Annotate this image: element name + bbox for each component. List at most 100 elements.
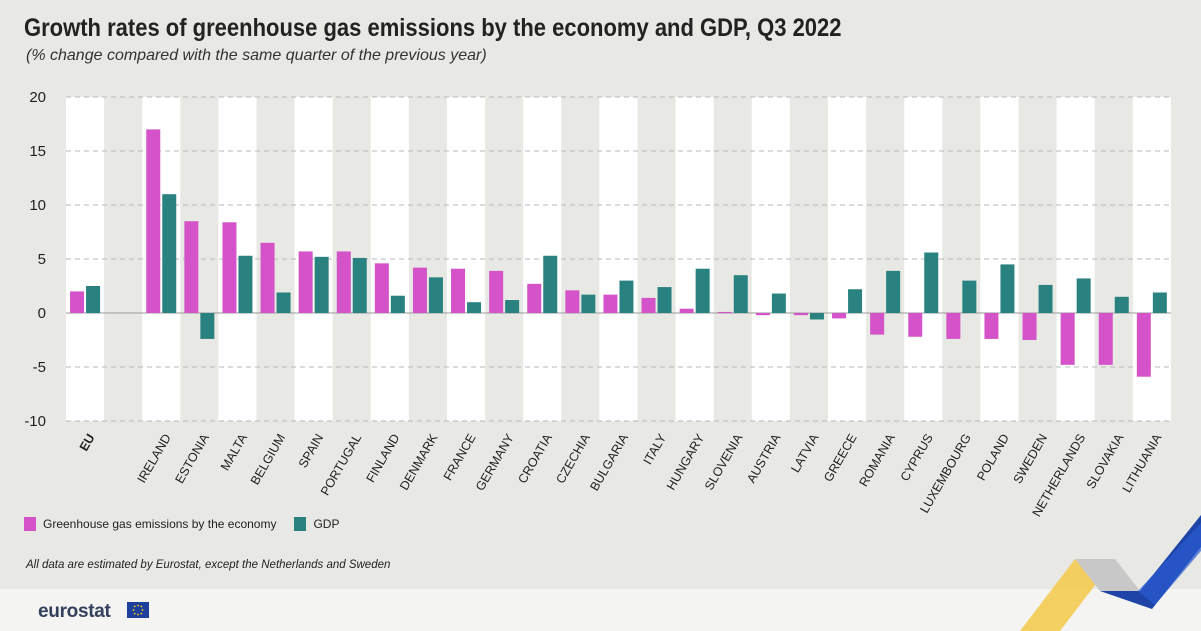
bar-emissions-hungary [679,308,694,313]
x-tick-label: BULGARIA [587,431,631,493]
bar-gdp-sweden [1038,284,1053,313]
x-tick-label: SLOVAKIA [1084,431,1127,491]
bar-gdp-croatia [543,255,558,313]
bar-gdp-austria [771,293,786,313]
bar-gdp-germany [505,300,520,313]
x-tick-label: CROATIA [515,431,555,486]
bar-emissions-latvia [793,313,808,316]
bar-emissions-czechia [565,290,580,313]
bar-gdp-slovenia [733,275,748,313]
footer [0,589,1201,631]
bar-gdp-portugal [352,257,367,313]
bar-gdp-lithuania [1152,292,1167,313]
bar-gdp-luxembourg [962,280,977,313]
bar-emissions-greece [832,313,847,319]
bar-emissions-netherlands [1060,313,1075,365]
x-tick-label: ESTONIA [172,431,212,486]
bar-emissions-romania [870,313,885,335]
x-tick-label: ROMANIA [856,431,898,489]
bar-gdp-cyprus [924,252,939,313]
bar-gdp-france [467,302,482,313]
y-tick-label: 15 [29,143,46,160]
legend-item-gdp: GDP [294,517,339,531]
bar-emissions-croatia [527,283,542,313]
x-tick-label: SLOVENIA [702,431,746,493]
bar-emissions-lithuania [1136,313,1151,377]
bar-emissions-belgium [260,242,275,313]
bar-emissions-slovakia [1098,313,1113,365]
x-tick-label: FRANCE [441,432,479,484]
bar-gdp-estonia [200,313,215,339]
bar-emissions-denmark [412,267,427,313]
y-tick-label: 10 [29,197,46,214]
eu-flag-icon [127,602,149,618]
bar-gdp-greece [848,289,863,313]
x-tick-label: HUNGARY [664,431,708,493]
bar-emissions-malta [222,222,237,313]
x-tick-label: GREECE [821,432,860,485]
bar-emissions-sweden [1022,313,1037,340]
x-tick-label: FINLAND [364,432,403,485]
x-tick-label: SPAIN [296,432,326,471]
legend-swatch-emissions [24,517,36,531]
bar-gdp-eu [86,286,101,313]
eurostat-logo: eurostat [38,601,111,622]
bar-gdp-czechia [581,294,596,313]
bar-emissions-italy [641,297,656,313]
x-tick-label: IRELAND [135,432,174,486]
x-tick-label: ITALY [641,431,670,467]
x-tick-label: CZECHIA [553,431,593,486]
y-tick-label: 0 [38,305,46,322]
x-tick-label: PORTUGAL [318,431,364,497]
y-tick-label: 5 [38,251,46,268]
x-tick-label: GERMANY [473,431,517,493]
chart-title: Growth rates of greenhouse gas emissions… [24,14,842,42]
bar-emissions-luxembourg [946,313,961,339]
bar-gdp-italy [657,287,672,313]
bar-gdp-finland [390,295,405,313]
bar-emissions-portugal [336,251,351,313]
bar-gdp-romania [886,270,901,313]
bar-gdp-denmark [428,277,443,313]
x-tick-label: MALTA [218,431,250,473]
bar-emissions-cyprus [908,313,923,337]
bar-emissions-ireland [146,129,161,313]
bar-gdp-spain [314,256,329,313]
legend-label-emissions: Greenhouse gas emissions by the economy [43,517,277,531]
decorative-chevron-icon [1020,515,1201,631]
legend-swatch-gdp [294,517,307,531]
x-tick-label: BELGIUM [248,432,288,488]
bar-emissions-germany [489,270,504,313]
bar-emissions-bulgaria [603,294,618,313]
bar-emissions-finland [374,263,389,313]
y-tick-label: -5 [33,359,46,376]
x-tick-label: POLAND [974,431,1012,483]
legend: Greenhouse gas emissions by the economy … [24,517,357,531]
legend-item-emissions: Greenhouse gas emissions by the economy [24,517,276,531]
x-tick-label: LATVIA [788,431,822,475]
bar-gdp-hungary [695,268,710,313]
bar-gdp-slovakia [1114,296,1129,313]
bar-gdp-bulgaria [619,280,634,313]
footnote: All data are estimated by Eurostat, exce… [26,559,391,571]
bar-emissions-spain [298,251,313,313]
bar-emissions-poland [984,313,999,339]
bar-emissions-france [451,268,466,313]
bar-gdp-malta [238,255,253,313]
bar-gdp-latvia [809,313,824,320]
x-tick-label: LITHUANIA [1120,431,1165,495]
x-tick-label: AUSTRIA [744,431,784,485]
bar-gdp-poland [1000,264,1015,313]
legend-label-gdp: GDP [313,517,340,531]
bar-gdp-belgium [276,292,291,313]
chart-subtitle: (% change compared with the same quarter… [26,47,487,64]
y-tick-label: 20 [29,89,46,106]
x-tick-label: DENMARK [397,431,441,493]
x-tick-label: CYPRUS [898,432,936,484]
bar-emissions-eu [70,291,85,313]
bar-emissions-slovenia [717,311,732,313]
bar-emissions-austria [755,313,770,316]
x-tick-label: SWEDEN [1011,432,1051,487]
x-tick-label: EU [77,432,98,454]
